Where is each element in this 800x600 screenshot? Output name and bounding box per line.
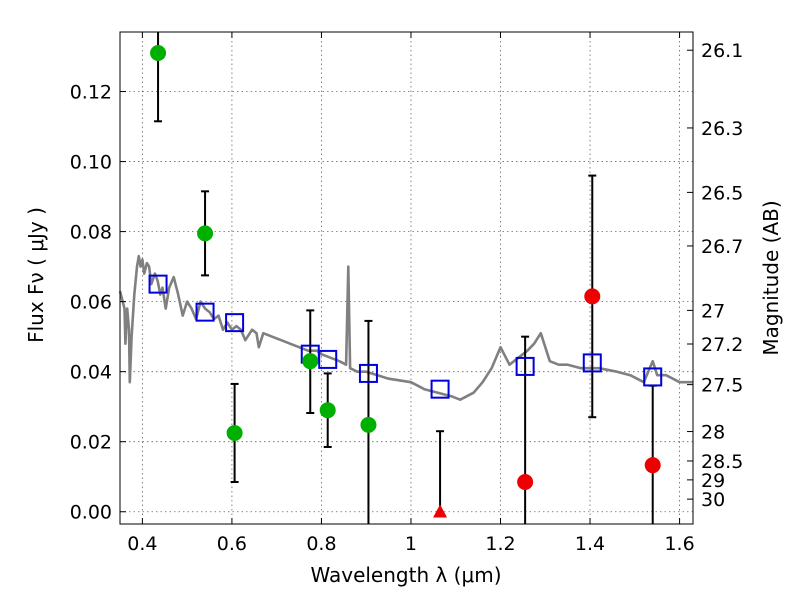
magnitude-tick-label: 29 bbox=[701, 470, 725, 492]
y-tick-label: 0.08 bbox=[70, 222, 112, 244]
data-point bbox=[319, 402, 336, 419]
magnitude-tick-label: 27.5 bbox=[701, 375, 743, 397]
data-point bbox=[302, 353, 319, 370]
y-tick-label: 0.02 bbox=[70, 432, 112, 454]
y-tick-label: 0.06 bbox=[70, 292, 112, 314]
x-axis-label: Wavelength λ (μm) bbox=[310, 563, 501, 587]
model-photometry-square bbox=[515, 356, 535, 376]
data-points bbox=[150, 45, 661, 518]
model-photometry bbox=[148, 274, 663, 399]
data-point bbox=[150, 45, 167, 62]
magnitude-tick-label: 26.3 bbox=[701, 118, 743, 140]
x-tick-label: 0.4 bbox=[127, 533, 157, 555]
data-point bbox=[197, 225, 214, 242]
data-point bbox=[360, 416, 377, 433]
x-tick-label: 1 bbox=[405, 533, 417, 555]
y-tick-label: 0.00 bbox=[70, 502, 112, 524]
magnitude-tick-label: 26.7 bbox=[701, 236, 743, 258]
model-spectrum-line bbox=[118, 254, 693, 401]
x-tick-label: 1.6 bbox=[664, 533, 694, 555]
model-photometry-square bbox=[643, 367, 663, 387]
right-axis-label: Magnitude (AB) bbox=[759, 200, 783, 355]
model-photometry-square bbox=[318, 349, 338, 369]
data-point bbox=[644, 457, 661, 474]
upper-limit-marker bbox=[433, 504, 448, 518]
model-photometry-square bbox=[582, 353, 602, 373]
x-tick-label: 1.2 bbox=[485, 533, 515, 555]
plot-frame bbox=[119, 31, 694, 525]
magnitude-tick-label: 26.1 bbox=[701, 40, 743, 62]
magnitude-tick-label: 27 bbox=[701, 300, 725, 322]
axes-ticks: 0.4 0.6 0.8 1 1.2 1.4 1.6 0.00 0.02 0.04 0.06 0.08 0… bbox=[70, 32, 743, 555]
magnitude-tick-label: 28.5 bbox=[701, 451, 743, 473]
magnitude-tick-label: 28 bbox=[701, 422, 725, 444]
y-axis-label: Flux Fν ( μJy ) bbox=[24, 207, 48, 343]
magnitude-tick-label: 27.2 bbox=[701, 334, 743, 356]
y-tick-label: 0.12 bbox=[70, 82, 112, 104]
y-tick-label: 0.10 bbox=[70, 152, 112, 174]
model-photometry-square bbox=[430, 379, 450, 399]
data-point bbox=[226, 424, 243, 441]
y-tick-label: 0.04 bbox=[70, 362, 112, 384]
model-photometry-square bbox=[225, 313, 245, 333]
model-spectrum bbox=[118, 254, 693, 401]
magnitude-tick-label: 30 bbox=[701, 489, 725, 511]
data-point bbox=[517, 473, 534, 490]
model-photometry-square bbox=[195, 302, 215, 322]
model-photometry-square bbox=[148, 274, 168, 294]
model-photometry-square bbox=[358, 363, 378, 383]
x-tick-label: 0.6 bbox=[217, 533, 247, 555]
magnitude-tick-label: 26.5 bbox=[701, 182, 743, 204]
x-tick-label: 1.4 bbox=[575, 533, 605, 555]
data-point bbox=[584, 288, 601, 305]
x-tick-label: 0.8 bbox=[306, 533, 336, 555]
